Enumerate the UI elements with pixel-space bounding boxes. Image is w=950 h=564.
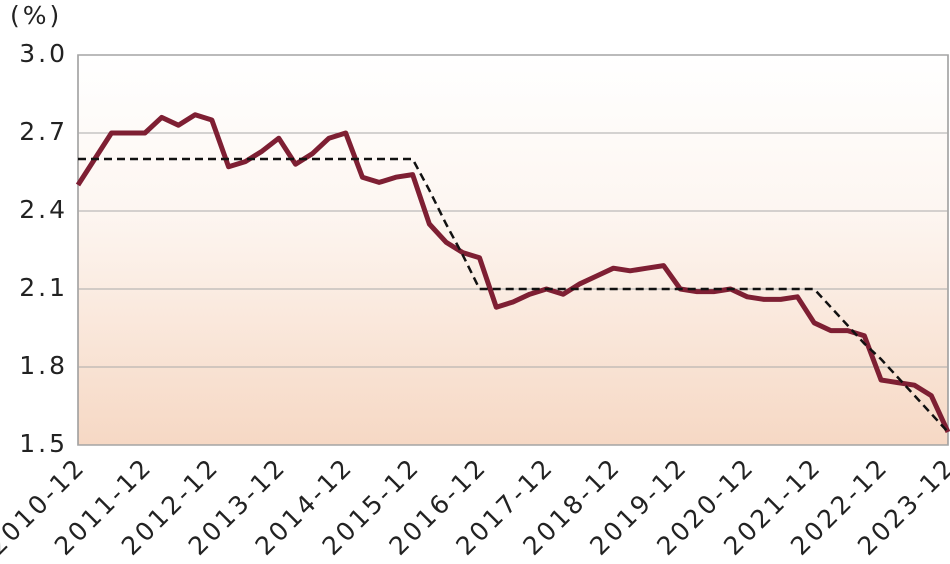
y-tick-label: 1.5: [19, 429, 68, 458]
trend-line: [78, 157, 949, 433]
y-axis-label: (%): [10, 1, 62, 30]
y-tick-label: 1.8: [19, 351, 68, 380]
y-tick-label: 2.1: [19, 273, 68, 302]
y-tick-label: 2.4: [19, 195, 68, 224]
plot-area: [77, 54, 949, 446]
series-line: [75, 112, 950, 434]
y-tick-label: 3.0: [19, 39, 68, 68]
y-tick-label: 2.7: [19, 117, 68, 146]
